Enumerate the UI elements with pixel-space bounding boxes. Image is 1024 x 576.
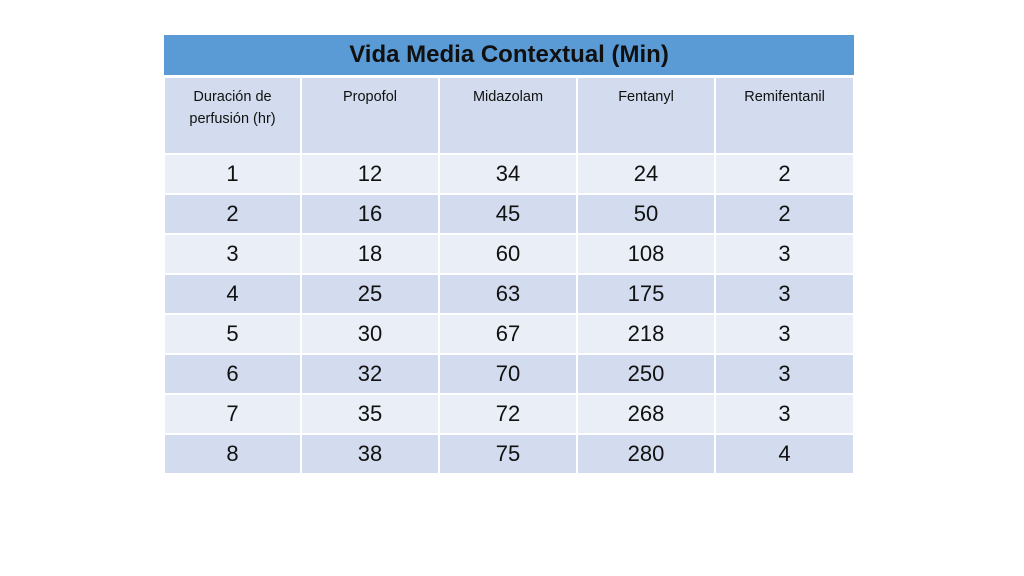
table-row: 5 30 67 218 3 — [163, 313, 856, 355]
cell-fentanyl: 280 — [576, 433, 716, 475]
cell-propofol: 25 — [300, 273, 440, 315]
table-row: 7 35 72 268 3 — [163, 393, 856, 435]
table-header-row: Duración de perfusión (hr) Propofol Mida… — [163, 75, 856, 155]
cell-midazolam: 70 — [438, 353, 578, 395]
cell-propofol: 35 — [300, 393, 440, 435]
cell-remifentanil: 4 — [713, 433, 856, 475]
cell-fentanyl: 218 — [576, 313, 716, 355]
column-header-duration: Duración de perfusión (hr) — [163, 75, 302, 155]
cell-remifentanil: 3 — [713, 353, 856, 395]
cell-propofol: 30 — [300, 313, 440, 355]
cell-duration: 3 — [163, 233, 302, 275]
cell-duration: 7 — [163, 393, 302, 435]
cell-fentanyl: 24 — [576, 153, 716, 195]
column-header-remifentanil: Remifentanil — [713, 75, 856, 155]
cell-propofol: 32 — [300, 353, 440, 395]
cell-fentanyl: 108 — [576, 233, 716, 275]
cell-midazolam: 63 — [438, 273, 578, 315]
cell-midazolam: 72 — [438, 393, 578, 435]
cell-propofol: 18 — [300, 233, 440, 275]
contextual-half-life-table: Vida Media Contextual (Min) Duración de … — [163, 35, 856, 475]
cell-midazolam: 60 — [438, 233, 578, 275]
cell-midazolam: 34 — [438, 153, 578, 195]
cell-remifentanil: 2 — [713, 153, 856, 195]
table-row: 8 38 75 280 4 — [163, 433, 856, 475]
cell-duration: 5 — [163, 313, 302, 355]
cell-duration: 1 — [163, 153, 302, 195]
cell-duration: 4 — [163, 273, 302, 315]
table-row: 6 32 70 250 3 — [163, 353, 856, 395]
table-row: 4 25 63 175 3 — [163, 273, 856, 315]
column-header-propofol: Propofol — [300, 75, 440, 155]
cell-midazolam: 75 — [438, 433, 578, 475]
cell-fentanyl: 175 — [576, 273, 716, 315]
column-header-midazolam: Midazolam — [438, 75, 578, 155]
column-header-fentanyl: Fentanyl — [576, 75, 716, 155]
cell-remifentanil: 3 — [713, 313, 856, 355]
cell-propofol: 12 — [300, 153, 440, 195]
cell-remifentanil: 3 — [713, 273, 856, 315]
cell-duration: 8 — [163, 433, 302, 475]
cell-duration: 2 — [163, 193, 302, 235]
cell-fentanyl: 268 — [576, 393, 716, 435]
table-title-row: Vida Media Contextual (Min) — [164, 35, 855, 78]
cell-fentanyl: 250 — [576, 353, 716, 395]
table-row: 3 18 60 108 3 — [163, 233, 856, 275]
table-row: 2 16 45 50 2 — [163, 193, 856, 235]
cell-propofol: 38 — [300, 433, 440, 475]
table-row: 1 12 34 24 2 — [163, 153, 856, 195]
contextual-half-life-table-container: Vida Media Contextual (Min) Duración de … — [163, 35, 856, 475]
cell-fentanyl: 50 — [576, 193, 716, 235]
cell-propofol: 16 — [300, 193, 440, 235]
cell-remifentanil: 2 — [713, 193, 856, 235]
cell-midazolam: 67 — [438, 313, 578, 355]
table-title: Vida Media Contextual (Min) — [164, 35, 855, 78]
cell-remifentanil: 3 — [713, 233, 856, 275]
cell-remifentanil: 3 — [713, 393, 856, 435]
cell-midazolam: 45 — [438, 193, 578, 235]
cell-duration: 6 — [163, 353, 302, 395]
